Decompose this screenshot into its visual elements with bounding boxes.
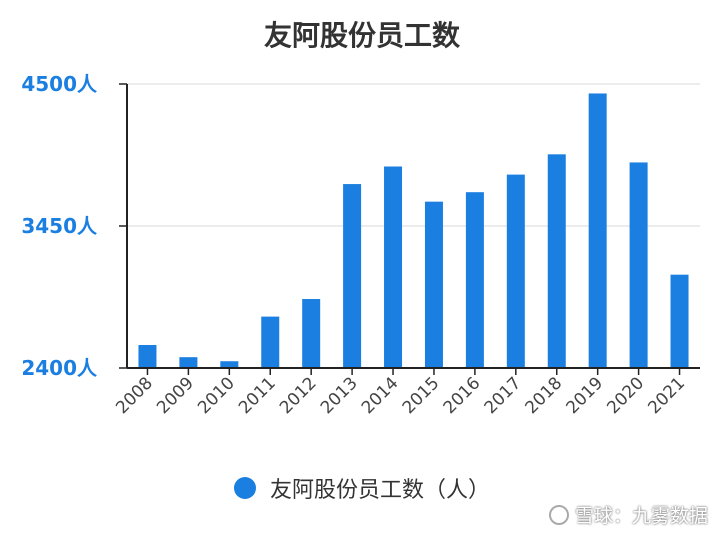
x-tick-label: 2008 bbox=[112, 373, 157, 418]
legend: 友阿股份员工数（人） bbox=[0, 472, 724, 504]
bar-2011 bbox=[261, 316, 280, 368]
y-axis-ticks: 2400人 3450人 4500人 bbox=[21, 72, 127, 380]
x-tick-label: 2020 bbox=[603, 373, 648, 418]
x-tick-label: 2013 bbox=[317, 373, 362, 418]
x-tick-label: 2012 bbox=[276, 373, 321, 418]
bar-2021 bbox=[670, 274, 689, 368]
watermark-text: 雪球：九雾数据 bbox=[574, 505, 708, 527]
x-tick-label: 2021 bbox=[644, 373, 689, 418]
bar-2016 bbox=[465, 192, 484, 368]
x-tick-label: 2019 bbox=[562, 373, 607, 418]
bar-chart: 2400人 3450人 4500人 200820092010201120122013… bbox=[21, 72, 700, 418]
watermark: 雪球：九雾数据 bbox=[548, 501, 708, 528]
bar-2013 bbox=[343, 184, 362, 368]
x-tick-label: 2018 bbox=[522, 373, 567, 418]
x-tick-label: 2015 bbox=[399, 373, 444, 418]
y-tick-label: 2400人 bbox=[21, 356, 98, 380]
legend-swatch bbox=[233, 477, 256, 499]
x-tick-label: 2017 bbox=[481, 373, 526, 418]
y-tick-label: 3450人 bbox=[21, 214, 98, 238]
x-tick-label: 2014 bbox=[358, 373, 403, 418]
bar-2010 bbox=[220, 361, 239, 368]
legend-label: 友阿股份员工数（人） bbox=[269, 478, 490, 503]
bar-2014 bbox=[384, 166, 403, 368]
bar-2019 bbox=[588, 93, 607, 368]
x-axis-ticks: 2008200920102011201220132014201520162017… bbox=[112, 368, 689, 418]
x-tick-label: 2016 bbox=[440, 373, 485, 418]
x-tick-label: 2011 bbox=[235, 373, 280, 418]
bar-2015 bbox=[424, 201, 443, 368]
snowball-logo-icon bbox=[548, 504, 569, 525]
bar-2020 bbox=[629, 162, 648, 368]
bar-2018 bbox=[547, 154, 566, 368]
bar-2008 bbox=[138, 345, 157, 368]
y-tick-label: 4500人 bbox=[21, 72, 98, 96]
bar-2012 bbox=[302, 299, 321, 368]
bar-2017 bbox=[506, 174, 525, 368]
chart-title: 友阿股份员工数 bbox=[263, 19, 460, 52]
x-tick-label: 2009 bbox=[153, 373, 198, 418]
gridlines bbox=[127, 83, 700, 369]
x-tick-label: 2010 bbox=[194, 373, 239, 418]
bars bbox=[138, 93, 689, 368]
bar-2009 bbox=[179, 357, 198, 368]
